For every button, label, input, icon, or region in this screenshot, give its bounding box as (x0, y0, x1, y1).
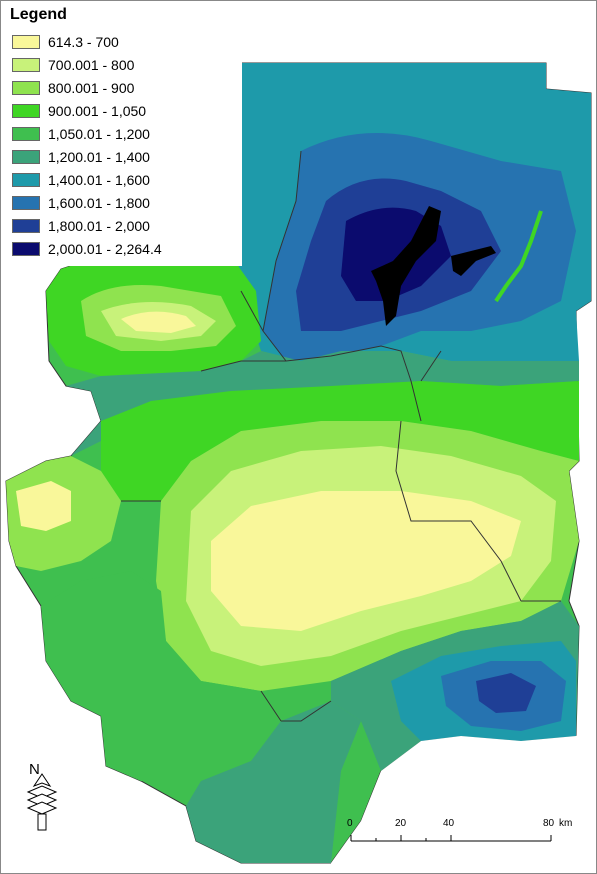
legend-item: 900.001 - 1,050 (6, 99, 238, 122)
scale-unit: km (559, 818, 573, 829)
legend-swatch (12, 149, 40, 164)
legend-item: 1,800.01 - 2,000 (6, 214, 238, 237)
legend-item: 1,600.01 - 1,800 (6, 191, 238, 214)
legend-swatch (12, 218, 40, 233)
legend-swatch (12, 195, 40, 210)
scale-tick-0: 0 (347, 818, 353, 829)
legend-label: 614.3 - 700 (48, 33, 119, 50)
sea (331, 721, 596, 873)
north-arrow-label: N (29, 761, 40, 778)
zone-700-central (211, 491, 521, 631)
scale-bar: 0 20 40 80 km (345, 815, 575, 845)
legend-title: Legend (10, 6, 67, 23)
legend-label: 800.001 - 900 (48, 79, 135, 96)
legend-label: 1,800.01 - 2,000 (48, 217, 150, 234)
legend-item: 1,200.01 - 1,400 (6, 145, 238, 168)
scale-bar-graphic (350, 835, 552, 842)
legend-swatch (12, 34, 40, 49)
legend-item: 800.001 - 900 (6, 76, 238, 99)
legend-swatch (12, 80, 40, 95)
legend-item: 1,400.01 - 1,600 (6, 168, 238, 191)
zone-1200-southwest (41, 571, 281, 781)
river-green (494, 210, 543, 303)
zone-1050-middle (101, 381, 579, 501)
north-arrow-icon (26, 773, 58, 831)
legend-item: 614.3 - 700 (6, 30, 238, 53)
zone-1400-southwest (186, 701, 361, 863)
lake-lugano (451, 246, 496, 276)
scale-tick-20: 20 (395, 818, 407, 829)
legend-label: 2,000.01 - 2,264.4 (48, 240, 162, 257)
legend-label: 700.001 - 800 (48, 56, 135, 73)
legend-swatch (12, 241, 40, 256)
zone-1800-southeast (476, 673, 536, 713)
legend-item: 2,000.01 - 2,264.4 (6, 237, 238, 260)
lake-maggiore (371, 206, 441, 326)
legend-label: 1,050.01 - 1,200 (48, 125, 150, 142)
legend-label: 1,600.01 - 1,800 (48, 194, 150, 211)
legend-label: 1,200.01 - 1,400 (48, 148, 150, 165)
legend-item: 1,050.01 - 1,200 (6, 122, 238, 145)
legend-label: 900.001 - 1,050 (48, 102, 147, 119)
scale-tick-40: 40 (443, 818, 455, 829)
legend: Legend 614.3 - 700 700.001 - 800 800.001… (2, 2, 242, 266)
legend-swatch (12, 103, 40, 118)
zone-700-west (121, 311, 196, 333)
legend-label: 1,400.01 - 1,600 (48, 171, 150, 188)
legend-item: 700.001 - 800 (6, 53, 238, 76)
province-boundaries (121, 150, 561, 722)
zone-1200-middle (66, 351, 579, 456)
scale-tick-80: 80 (543, 818, 555, 829)
legend-swatch (12, 172, 40, 187)
legend-list: 614.3 - 700 700.001 - 800 800.001 - 900 … (6, 30, 238, 260)
zone-700-west-edge (16, 481, 71, 531)
legend-swatch (12, 57, 40, 72)
legend-swatch (12, 126, 40, 141)
